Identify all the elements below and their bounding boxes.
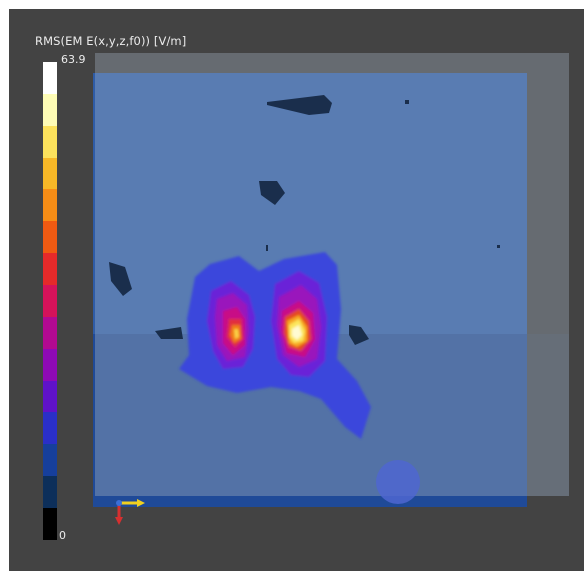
colorbar-segment: [43, 157, 57, 190]
colorbar-segment: [43, 476, 57, 509]
colorbar-segment: [43, 62, 57, 94]
dark-contour-island: [155, 327, 183, 339]
3d-viewport[interactable]: RMS(EM E(x,y,z,f0)) [V/m] 63.9 0: [9, 9, 584, 571]
colorbar-segment: [43, 508, 57, 540]
colorbar-segment: [43, 253, 57, 286]
field-plot[interactable]: [9, 9, 584, 571]
colorbar-segment: [43, 412, 57, 445]
source-sphere: [376, 460, 420, 504]
dark-contour-island: [109, 262, 132, 296]
colorbar-segment: [43, 93, 57, 126]
dark-contour-island: [267, 95, 332, 115]
colorbar-segment: [43, 348, 57, 381]
colorbar-segment: [43, 221, 57, 254]
dark-contour-island: [349, 325, 369, 345]
legend-max-label: 63.9: [61, 53, 86, 66]
colorbar-segment: [43, 285, 57, 317]
colorbar-segment: [43, 125, 57, 158]
dark-contour-speck: [497, 245, 500, 248]
legend-min-label: 0: [59, 529, 66, 542]
colorbar-segment: [43, 316, 57, 349]
axis-triad: [115, 499, 145, 525]
colorbar-segment: [43, 189, 57, 222]
colorbar-segment: [43, 380, 57, 413]
dark-contour-speck: [266, 245, 268, 251]
legend-title: RMS(EM E(x,y,z,f0)) [V/m]: [35, 34, 187, 48]
colorbar-segment: [43, 444, 57, 477]
legend-colorbar: [43, 62, 57, 540]
dark-contour-speck: [405, 100, 409, 104]
field-contours: [179, 252, 371, 439]
dark-contour-island: [259, 181, 285, 205]
